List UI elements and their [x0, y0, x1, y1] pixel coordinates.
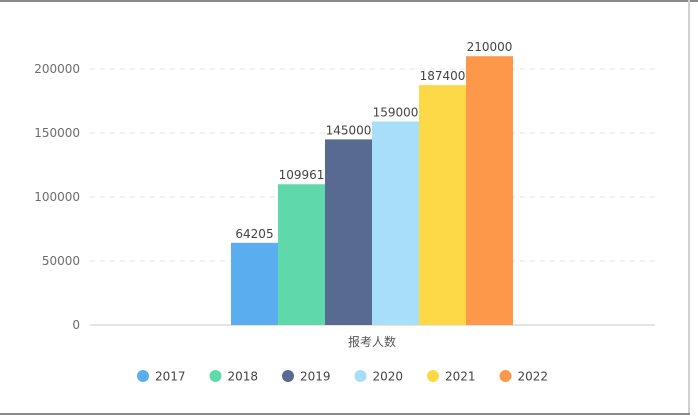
legend-label: 2020 — [373, 370, 404, 384]
legend-item-2020[interactable]: 2020 — [354, 370, 404, 384]
legend-item-2017[interactable]: 2017 — [137, 370, 186, 384]
x-axis-categories: 报考人数 — [348, 334, 396, 349]
y-tick-label: 100000 — [34, 190, 80, 204]
legend[interactable]: 2017 2018 2019 2020 2021 2022 — [137, 370, 548, 384]
legend-item-2019[interactable]: 2019 — [282, 370, 331, 384]
data-label-2020: 159000 — [373, 105, 419, 119]
data-label-2021: 187400 — [420, 69, 466, 83]
bar-2018[interactable] — [278, 184, 325, 325]
data-label-2019: 145000 — [326, 123, 372, 137]
legend-swatch — [209, 370, 222, 382]
legend-swatch — [137, 370, 149, 382]
legend-swatch — [427, 370, 439, 382]
y-tick-label: 200000 — [34, 62, 80, 76]
data-label-2018: 109961 — [279, 168, 325, 182]
y-tick-label: 0 — [72, 318, 80, 332]
data-label-2017: 64205 — [235, 227, 273, 241]
legend-item-2022[interactable]: 2022 — [499, 370, 549, 384]
legend-item-2018[interactable]: 2018 — [209, 370, 259, 384]
legend-label: 2022 — [518, 370, 549, 384]
legend-label: 2017 — [155, 370, 186, 384]
bar-2017[interactable] — [231, 242, 278, 325]
legend-swatch — [499, 370, 512, 382]
y-tick-label: 50000 — [42, 254, 80, 268]
frame-top-border — [0, 0, 698, 2]
bar-2019[interactable] — [325, 139, 372, 325]
legend-label: 2019 — [300, 370, 331, 384]
y-axis-ticks: 0 50000 100000 150000 200000 — [34, 62, 80, 332]
frame-right-border — [688, 0, 690, 415]
bar-2020[interactable] — [372, 121, 419, 325]
data-label-2022: 210000 — [467, 40, 513, 54]
bars — [231, 56, 513, 326]
legend-label: 2021 — [445, 370, 476, 384]
bar-2022[interactable] — [466, 56, 513, 325]
y-tick-label: 150000 — [34, 126, 80, 140]
legend-label: 2018 — [228, 370, 259, 384]
frame-bottom-border — [0, 413, 690, 415]
legend-item-2021[interactable]: 2021 — [427, 370, 476, 384]
legend-swatch — [282, 370, 294, 382]
x-category-label: 报考人数 — [348, 334, 396, 349]
legend-swatch — [354, 370, 367, 382]
bar-2021[interactable] — [419, 85, 466, 326]
